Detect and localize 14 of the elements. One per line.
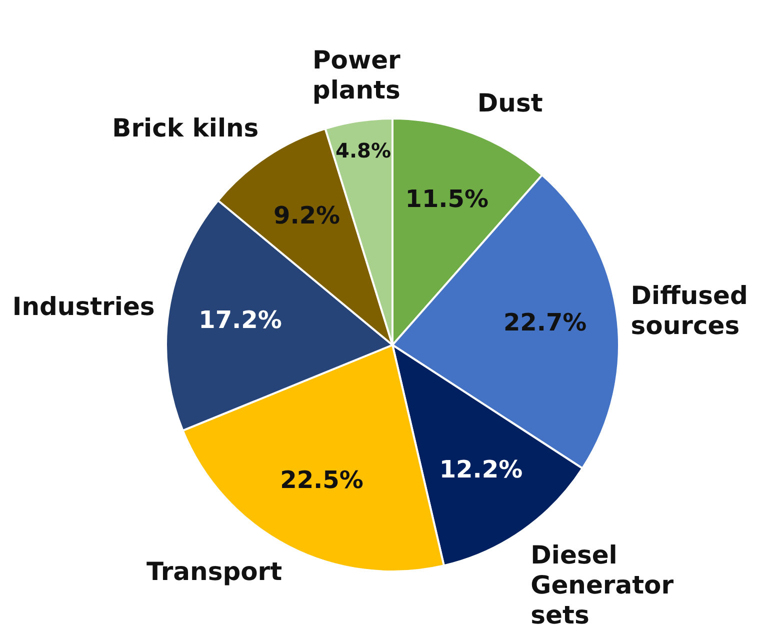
slice-label: Dust xyxy=(477,88,543,118)
slice-label: Diesel Generator sets xyxy=(530,540,674,630)
data-label: 22.5% xyxy=(280,466,364,494)
slice-label: Power plants xyxy=(312,46,402,105)
data-label: 9.2% xyxy=(274,201,340,230)
slice-label: Brick kilns xyxy=(112,114,259,143)
slice-label: Diffused sources xyxy=(630,280,748,340)
slice-label: Industries xyxy=(12,292,155,322)
data-label: 17.2% xyxy=(198,306,282,334)
data-label: 22.7% xyxy=(503,308,587,336)
data-label: 11.5% xyxy=(405,185,489,214)
data-label: 12.2% xyxy=(439,455,523,484)
data-label: 4.8% xyxy=(336,138,391,163)
slice-label: Transport xyxy=(146,557,282,586)
